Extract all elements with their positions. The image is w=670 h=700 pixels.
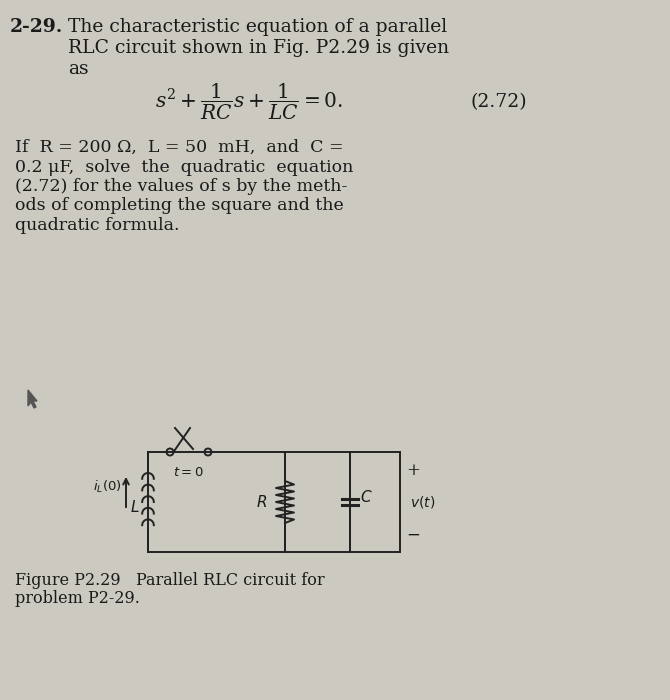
Polygon shape [28, 390, 37, 408]
Text: $C$: $C$ [360, 489, 373, 505]
Text: If  R = 200 Ω,  L = 50  mH,  and  C =: If R = 200 Ω, L = 50 mH, and C = [15, 139, 344, 156]
Text: 0.2 μF,  solve  the  quadratic  equation: 0.2 μF, solve the quadratic equation [15, 158, 353, 176]
Text: $s^2 + \dfrac{1}{RC}s + \dfrac{1}{LC} = 0.$: $s^2 + \dfrac{1}{RC}s + \dfrac{1}{LC} = … [155, 82, 343, 122]
Text: (2.72): (2.72) [470, 93, 527, 111]
Text: $R$: $R$ [256, 494, 267, 510]
Text: −: − [406, 527, 420, 544]
Text: $i_L(0)$: $i_L(0)$ [93, 479, 122, 495]
Text: (2.72) for the values of s by the meth-: (2.72) for the values of s by the meth- [15, 178, 347, 195]
Text: +: + [406, 462, 420, 479]
Text: ods of completing the square and the: ods of completing the square and the [15, 197, 344, 214]
Text: as: as [68, 60, 88, 78]
Text: Figure P2.29   Parallel RLC circuit for: Figure P2.29 Parallel RLC circuit for [15, 572, 325, 589]
Text: quadratic formula.: quadratic formula. [15, 217, 180, 234]
Text: 2-29.: 2-29. [10, 18, 63, 36]
Text: $v(t)$: $v(t)$ [410, 494, 436, 510]
Text: RLC circuit shown in Fig. P2.29 is given: RLC circuit shown in Fig. P2.29 is given [68, 39, 449, 57]
Text: $t = 0$: $t = 0$ [173, 466, 204, 479]
Text: The characteristic equation of a parallel: The characteristic equation of a paralle… [68, 18, 447, 36]
Text: $L$: $L$ [131, 499, 140, 515]
Text: problem P2-29.: problem P2-29. [15, 590, 140, 607]
